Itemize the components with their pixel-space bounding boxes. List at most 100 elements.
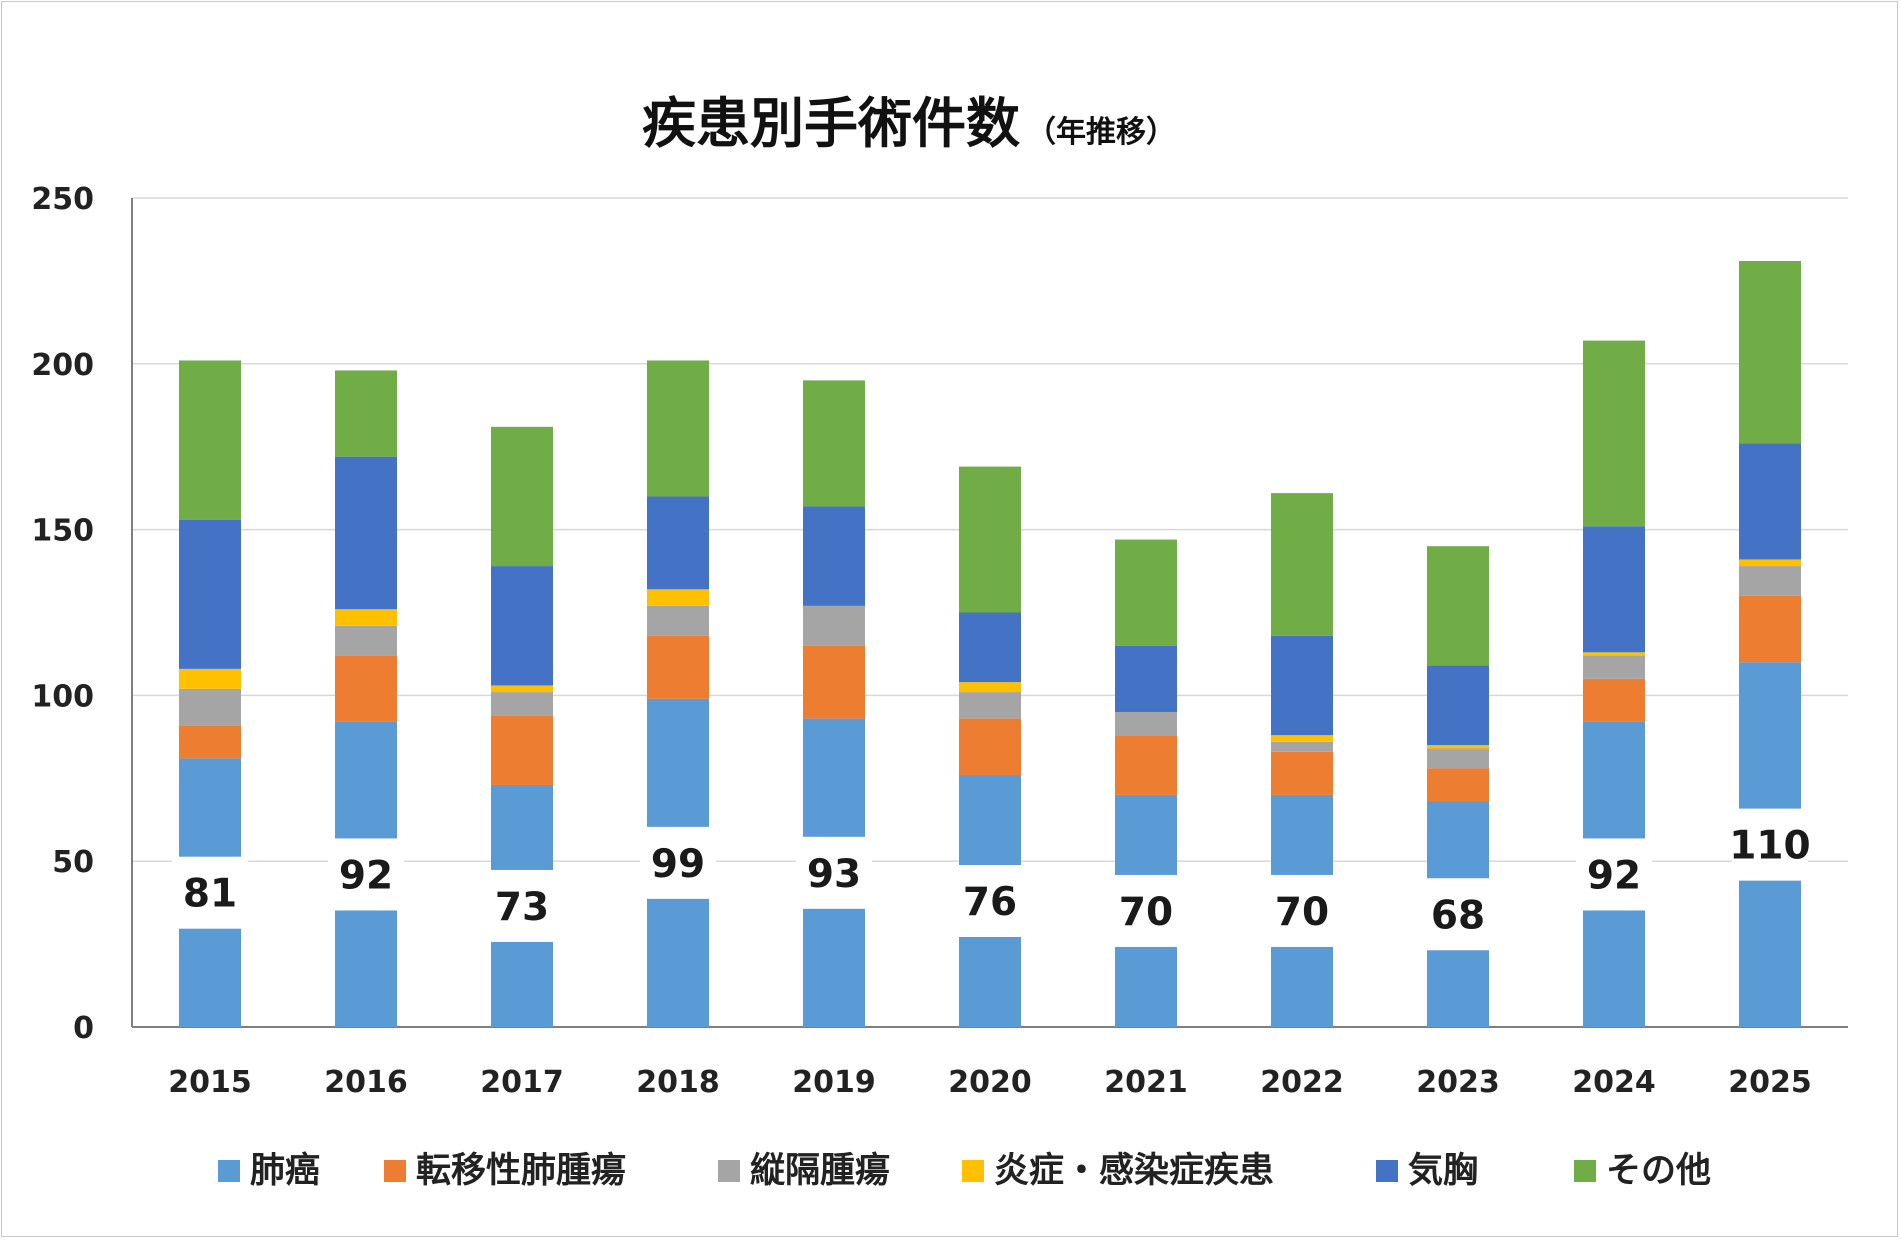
bar-segment <box>491 685 553 693</box>
x-tick-label: 2018 <box>636 1065 720 1100</box>
bar-segment <box>1271 735 1333 742</box>
legend-swatch <box>718 1160 740 1182</box>
data-label-background <box>796 836 872 909</box>
legend-swatch <box>1376 1160 1398 1182</box>
bar-segment <box>647 605 709 636</box>
bar-segment <box>1739 566 1801 596</box>
bar-segment <box>1427 745 1489 749</box>
bar-segment <box>335 609 397 626</box>
bar-segment <box>1739 595 1801 663</box>
y-tick-label: 0 <box>73 1011 94 1046</box>
data-label-background <box>1264 874 1340 947</box>
bar-segment <box>1583 678 1645 722</box>
bar-segment <box>1739 443 1801 560</box>
bar-segment <box>1115 735 1177 795</box>
y-tick-label: 150 <box>31 514 94 549</box>
data-label: 110 <box>1729 824 1810 869</box>
legend-item-label: その他 <box>1606 1151 1711 1191</box>
bar-segment <box>647 589 709 606</box>
bar-segment <box>647 496 709 590</box>
bar-segment <box>959 612 1021 683</box>
data-label-background <box>328 838 404 911</box>
data-label: 76 <box>963 880 1017 925</box>
bar-segment <box>803 605 865 646</box>
bar-segment <box>1427 748 1489 769</box>
bar-segment <box>179 519 241 669</box>
bar-segment <box>335 370 397 457</box>
bar-segment <box>1115 711 1177 736</box>
legend-swatch <box>1574 1160 1596 1182</box>
x-tick-label: 2023 <box>1416 1065 1500 1100</box>
x-tick-label: 2024 <box>1572 1065 1656 1100</box>
data-label: 68 <box>1431 893 1485 938</box>
x-tick-label: 2016 <box>324 1065 408 1100</box>
x-tick-label: 2015 <box>168 1065 252 1100</box>
bar-segment <box>959 682 1021 693</box>
y-tick-label: 250 <box>31 182 94 217</box>
gridlines <box>131 197 1848 1028</box>
bar-segment <box>491 426 553 567</box>
x-tick-label: 2025 <box>1728 1065 1812 1100</box>
bar-segment <box>647 635 709 699</box>
bar-segment <box>179 688 241 726</box>
data-label-background <box>1576 838 1652 911</box>
data-labels: 81 92 73 99 93 76 70 70 68 92 110 <box>172 808 1811 951</box>
bar-segment <box>1427 546 1489 666</box>
y-axis-tick-labels: 0 50 100 150 200 250 <box>31 182 94 1046</box>
legend-swatch <box>962 1160 984 1182</box>
bar-segment <box>335 655 397 722</box>
bar-segment <box>491 566 553 686</box>
x-tick-label: 2021 <box>1104 1065 1188 1100</box>
bar-segment <box>1739 261 1801 444</box>
data-label-background <box>1420 878 1496 951</box>
x-tick-label: 2020 <box>948 1065 1032 1100</box>
legend-item-label: 肺癌 <box>250 1151 320 1191</box>
chart-title: 疾患別手術件数 （年推移） <box>642 92 1176 155</box>
data-label: 99 <box>651 842 705 887</box>
data-label-background <box>1732 808 1808 881</box>
bar-segment <box>1427 768 1489 802</box>
x-axis-tick-labels: 2015 2016 2017 2018 2019 2020 2021 2022 2023 2024… <box>168 1065 1812 1100</box>
bar-segment <box>1271 493 1333 636</box>
data-label-background <box>172 856 248 929</box>
bar-segment <box>959 692 1021 719</box>
bar-segment <box>803 645 865 719</box>
bar-segment <box>179 360 241 520</box>
x-tick-label: 2019 <box>792 1065 876 1100</box>
bar-segment <box>1583 526 1645 653</box>
bar-segment <box>179 668 241 689</box>
data-label: 70 <box>1275 890 1329 935</box>
bar-segment <box>335 456 397 610</box>
data-label: 92 <box>1587 853 1641 898</box>
chart-title-main: 疾患別手術件数 <box>642 92 1020 155</box>
bar-segment <box>1115 539 1177 646</box>
legend: 肺癌 転移性肺腫瘍 縦隔腫瘍 炎症・感染症疾患 気胸 その他 <box>218 1151 1711 1191</box>
bar-segment <box>1271 741 1333 752</box>
bar-segment <box>491 715 553 785</box>
bar-segment <box>179 725 241 759</box>
legend-item-label: 炎症・感染症疾患 <box>994 1151 1274 1191</box>
bar-segment <box>1583 340 1645 527</box>
bar-segment <box>647 360 709 497</box>
data-label-background <box>640 826 716 899</box>
x-tick-label: 2022 <box>1260 1065 1344 1100</box>
x-tick-label: 2017 <box>480 1065 564 1100</box>
legend-swatch <box>218 1160 240 1182</box>
bar-segment <box>803 506 865 606</box>
bar-segment <box>959 718 1021 775</box>
y-tick-label: 50 <box>52 845 94 880</box>
bar-segment <box>1271 635 1333 736</box>
bar-segment <box>803 380 865 507</box>
legend-item-label: 転移性肺腫瘍 <box>416 1151 626 1191</box>
bar-segment <box>1739 559 1801 567</box>
bar-segment <box>1271 751 1333 795</box>
data-label: 73 <box>495 885 549 930</box>
bar-segment <box>1583 652 1645 656</box>
bar-segment <box>1427 665 1489 746</box>
bar-segment <box>491 692 553 716</box>
chart-title-sub: （年推移） <box>1026 115 1176 150</box>
legend-item-label: 縦隔腫瘍 <box>750 1151 890 1191</box>
data-label-background <box>952 864 1028 937</box>
